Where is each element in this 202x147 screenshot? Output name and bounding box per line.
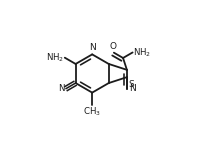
Text: CH$_3$: CH$_3$ — [83, 106, 101, 118]
Text: N: N — [58, 84, 64, 93]
Text: N: N — [129, 84, 136, 93]
Text: NH$_2$: NH$_2$ — [46, 51, 64, 64]
Text: NH$_2$: NH$_2$ — [134, 46, 152, 59]
Text: O: O — [109, 42, 116, 51]
Text: S: S — [128, 80, 134, 89]
Text: N: N — [89, 43, 96, 52]
